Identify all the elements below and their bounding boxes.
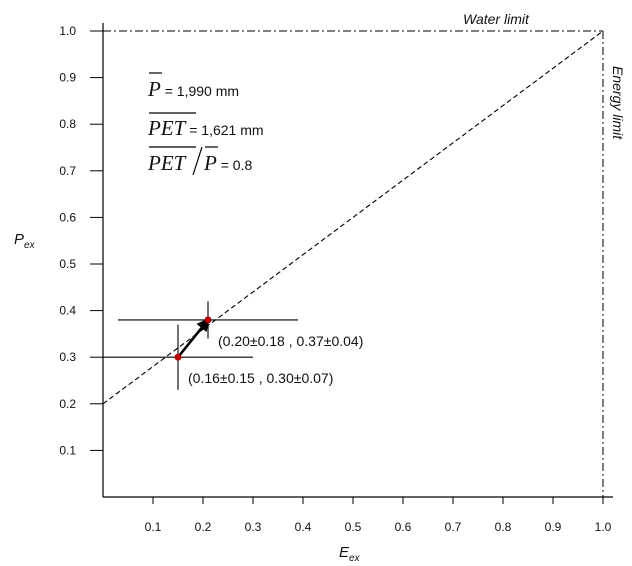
water-limit-label: Water limit [463,11,530,27]
data-point [204,316,212,324]
axes [102,23,613,498]
stats-box: P = 1,990 mm PET = 1,621 mm PET P = 0.8 [147,72,264,176]
limit-lines [103,30,604,497]
y-axis-title: Pex [14,231,36,251]
y-tick-label: 0.3 [59,350,76,364]
y-tick-label: 0.8 [59,117,76,131]
mean-pet-symbol: PET [147,116,187,140]
x-tick-label: 0.5 [345,520,362,534]
y-tick-label: 0.7 [59,164,76,178]
x-tick-label: 0.2 [195,520,212,534]
y-tick-label: 0.1 [59,443,76,457]
point-label: (0.20±0.18 , 0.37±0.04) [218,333,363,349]
energy-limit-label: Energy limit [610,66,626,140]
arrow-group [176,317,210,359]
y-tick-label: 1.0 [59,24,76,38]
x-tick-label: 0.4 [295,520,312,534]
point-label: (0.16±0.15 , 0.30±0.07) [188,370,333,386]
mean-p-value: = 1,990 mm [161,83,239,99]
trend-arrow [176,317,210,359]
ratio-line: PET P = 0.8 [147,151,252,175]
x-tick-label: 0.8 [495,520,512,534]
ratio-slash [192,146,203,176]
x-tick-label: 0.6 [395,520,412,534]
mean-p-symbol: P [147,77,161,101]
y-tick-label: 0.5 [59,257,76,271]
x-tick-label: 0.1 [145,520,162,534]
tick-marks: 0.1 0.2 0.3 0.4 0.5 0.6 0.7 0.8 0.9 1.0 0.1 0.2 0.3 0… [59,24,611,534]
y-tick-label: 0.2 [59,397,76,411]
mean-pet-line: PET = 1,621 mm [147,116,264,140]
x-axis-title: Eex [339,544,361,564]
mean-pet-value: = 1,621 mm [185,122,263,138]
x-tick-label: 0.7 [445,520,462,534]
x-tick-label: 1.0 [595,520,612,534]
x-axis-title-sub: ex [349,553,361,564]
mean-p-line: P = 1,990 mm [147,77,239,101]
y-tick-label: 0.6 [59,210,76,224]
point-labels: (0.16±0.15 , 0.30±0.07) (0.20±0.18 , 0.37… [188,333,363,386]
x-axis-title-main: E [339,544,350,561]
x-tick-label: 0.9 [545,520,562,534]
x-tick-label: 0.3 [245,520,262,534]
ratio-value: = 0.8 [217,157,253,173]
y-tick-label: 0.9 [59,71,76,85]
data-points [174,316,212,361]
y-axis-title-sub: ex [24,240,36,251]
ratio-denominator-symbol: P [203,151,217,175]
data-point [174,353,182,361]
ratio-numerator-symbol: PET [147,151,187,175]
y-tick-label: 0.4 [59,304,76,318]
y-axis-title-main: P [14,231,24,248]
